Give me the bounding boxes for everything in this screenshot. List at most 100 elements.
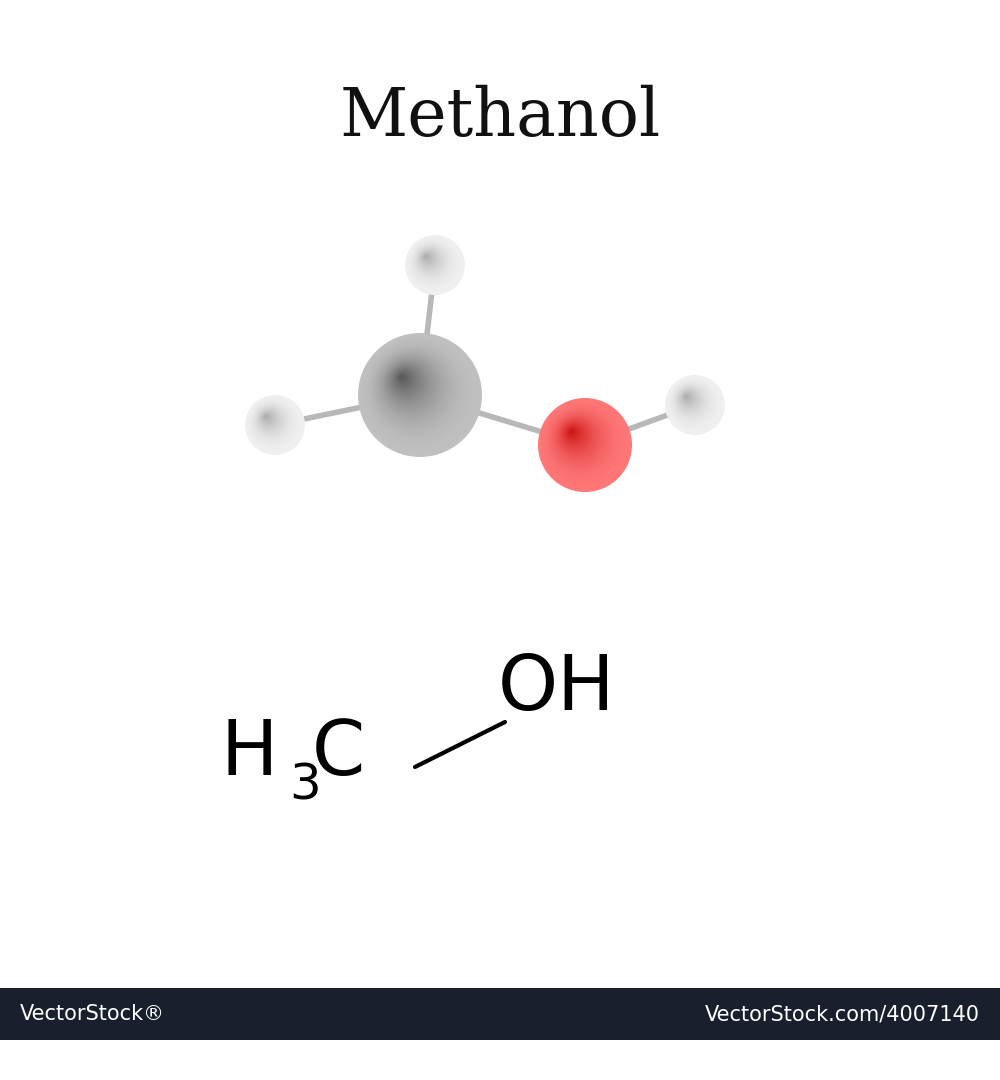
Circle shape <box>258 407 282 432</box>
Circle shape <box>252 403 291 442</box>
Circle shape <box>567 427 579 438</box>
Circle shape <box>554 415 601 461</box>
Circle shape <box>546 406 617 476</box>
Circle shape <box>409 239 457 287</box>
Circle shape <box>673 383 709 419</box>
Circle shape <box>570 430 572 432</box>
Circle shape <box>249 399 298 448</box>
Circle shape <box>384 359 434 408</box>
Circle shape <box>264 415 269 419</box>
Circle shape <box>256 405 286 435</box>
Circle shape <box>682 392 693 403</box>
Circle shape <box>417 247 443 272</box>
Circle shape <box>677 387 704 414</box>
Circle shape <box>544 404 621 482</box>
Circle shape <box>373 348 454 429</box>
Circle shape <box>260 410 277 427</box>
Circle shape <box>562 422 588 448</box>
Circle shape <box>413 243 450 281</box>
Circle shape <box>380 354 442 417</box>
Circle shape <box>247 397 301 451</box>
Circle shape <box>252 402 292 443</box>
Circle shape <box>560 420 591 450</box>
Circle shape <box>261 410 276 426</box>
Circle shape <box>680 390 698 408</box>
Circle shape <box>667 377 722 432</box>
Circle shape <box>420 249 438 268</box>
Circle shape <box>379 353 444 419</box>
Circle shape <box>543 403 623 483</box>
Circle shape <box>259 409 279 429</box>
Circle shape <box>566 426 580 440</box>
Circle shape <box>246 395 304 454</box>
Circle shape <box>416 245 446 275</box>
Circle shape <box>249 400 297 447</box>
Circle shape <box>248 397 300 450</box>
Circle shape <box>671 381 713 423</box>
Circle shape <box>558 418 595 456</box>
Circle shape <box>668 378 719 429</box>
Circle shape <box>414 244 448 279</box>
Circle shape <box>665 375 725 435</box>
Circle shape <box>385 360 432 407</box>
Circle shape <box>564 424 583 443</box>
Circle shape <box>256 406 285 434</box>
Circle shape <box>251 402 293 443</box>
Circle shape <box>262 413 273 423</box>
Circle shape <box>370 345 460 435</box>
Circle shape <box>250 400 296 446</box>
Circle shape <box>409 239 458 288</box>
Circle shape <box>258 408 281 431</box>
Circle shape <box>414 244 447 278</box>
Circle shape <box>670 380 716 427</box>
Circle shape <box>391 365 422 396</box>
Circle shape <box>540 401 627 487</box>
Circle shape <box>365 339 470 445</box>
Text: OH: OH <box>498 652 616 726</box>
Circle shape <box>407 237 462 292</box>
Circle shape <box>383 357 436 410</box>
Circle shape <box>685 395 688 397</box>
Circle shape <box>677 387 703 413</box>
Circle shape <box>410 240 456 286</box>
Circle shape <box>423 253 432 261</box>
Circle shape <box>405 235 465 295</box>
Circle shape <box>678 388 702 411</box>
Circle shape <box>265 415 268 418</box>
Circle shape <box>680 390 697 407</box>
Circle shape <box>396 370 411 387</box>
Circle shape <box>359 334 480 455</box>
Circle shape <box>679 389 699 408</box>
Circle shape <box>550 410 609 469</box>
Circle shape <box>548 408 614 474</box>
Circle shape <box>538 399 632 492</box>
Circle shape <box>375 350 450 424</box>
Circle shape <box>408 239 459 289</box>
Circle shape <box>393 367 418 392</box>
Circle shape <box>681 391 696 406</box>
Circle shape <box>425 256 427 257</box>
Circle shape <box>417 246 444 273</box>
Circle shape <box>395 369 413 389</box>
Circle shape <box>569 429 574 434</box>
Circle shape <box>406 237 463 293</box>
Text: VectorStock.com/4007140: VectorStock.com/4007140 <box>705 1004 980 1024</box>
Circle shape <box>250 401 295 445</box>
Circle shape <box>406 235 464 294</box>
Circle shape <box>386 361 430 405</box>
Circle shape <box>559 419 594 454</box>
Circle shape <box>399 375 405 380</box>
Circle shape <box>422 252 434 264</box>
Circle shape <box>257 407 283 433</box>
Circle shape <box>416 246 445 274</box>
Circle shape <box>684 394 689 399</box>
Circle shape <box>681 391 695 405</box>
Circle shape <box>568 429 575 435</box>
Circle shape <box>387 362 428 403</box>
Circle shape <box>388 363 426 401</box>
Circle shape <box>676 386 705 415</box>
Circle shape <box>556 416 598 458</box>
Circle shape <box>683 393 691 401</box>
Circle shape <box>262 411 274 423</box>
Circle shape <box>253 404 289 440</box>
